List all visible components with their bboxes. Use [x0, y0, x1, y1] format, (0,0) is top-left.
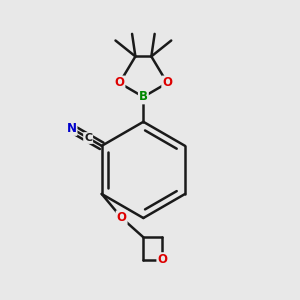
Text: O: O [117, 212, 127, 224]
Text: C: C [84, 133, 92, 143]
Text: O: O [158, 253, 167, 266]
Text: O: O [115, 76, 124, 89]
Text: N: N [67, 122, 76, 135]
Text: O: O [162, 76, 172, 89]
Text: B: B [139, 90, 148, 104]
